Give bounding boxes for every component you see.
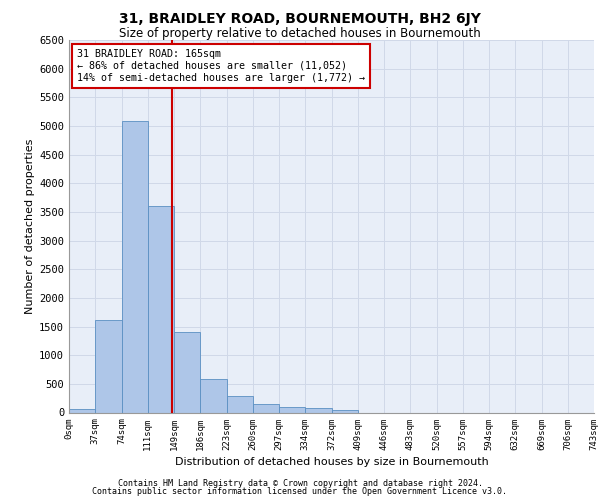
Bar: [331, 410, 358, 412]
Y-axis label: Number of detached properties: Number of detached properties: [25, 138, 35, 314]
X-axis label: Distribution of detached houses by size in Bournemouth: Distribution of detached houses by size …: [175, 456, 488, 466]
Bar: [200, 380, 227, 412]
Text: Size of property relative to detached houses in Bournemouth: Size of property relative to detached ho…: [119, 28, 481, 40]
Bar: [227, 396, 253, 412]
Text: Contains HM Land Registry data © Crown copyright and database right 2024.: Contains HM Land Registry data © Crown c…: [118, 478, 482, 488]
Bar: [148, 206, 174, 412]
Text: 31, BRAIDLEY ROAD, BOURNEMOUTH, BH2 6JY: 31, BRAIDLEY ROAD, BOURNEMOUTH, BH2 6JY: [119, 12, 481, 26]
Bar: [253, 404, 279, 412]
Bar: [305, 408, 331, 412]
Bar: [95, 320, 121, 412]
Bar: [174, 332, 200, 412]
Bar: [69, 409, 95, 412]
Bar: [279, 407, 305, 412]
Text: Contains public sector information licensed under the Open Government Licence v3: Contains public sector information licen…: [92, 487, 508, 496]
Text: 31 BRAIDLEY ROAD: 165sqm
← 86% of detached houses are smaller (11,052)
14% of se: 31 BRAIDLEY ROAD: 165sqm ← 86% of detach…: [77, 50, 365, 82]
Bar: [121, 122, 148, 412]
